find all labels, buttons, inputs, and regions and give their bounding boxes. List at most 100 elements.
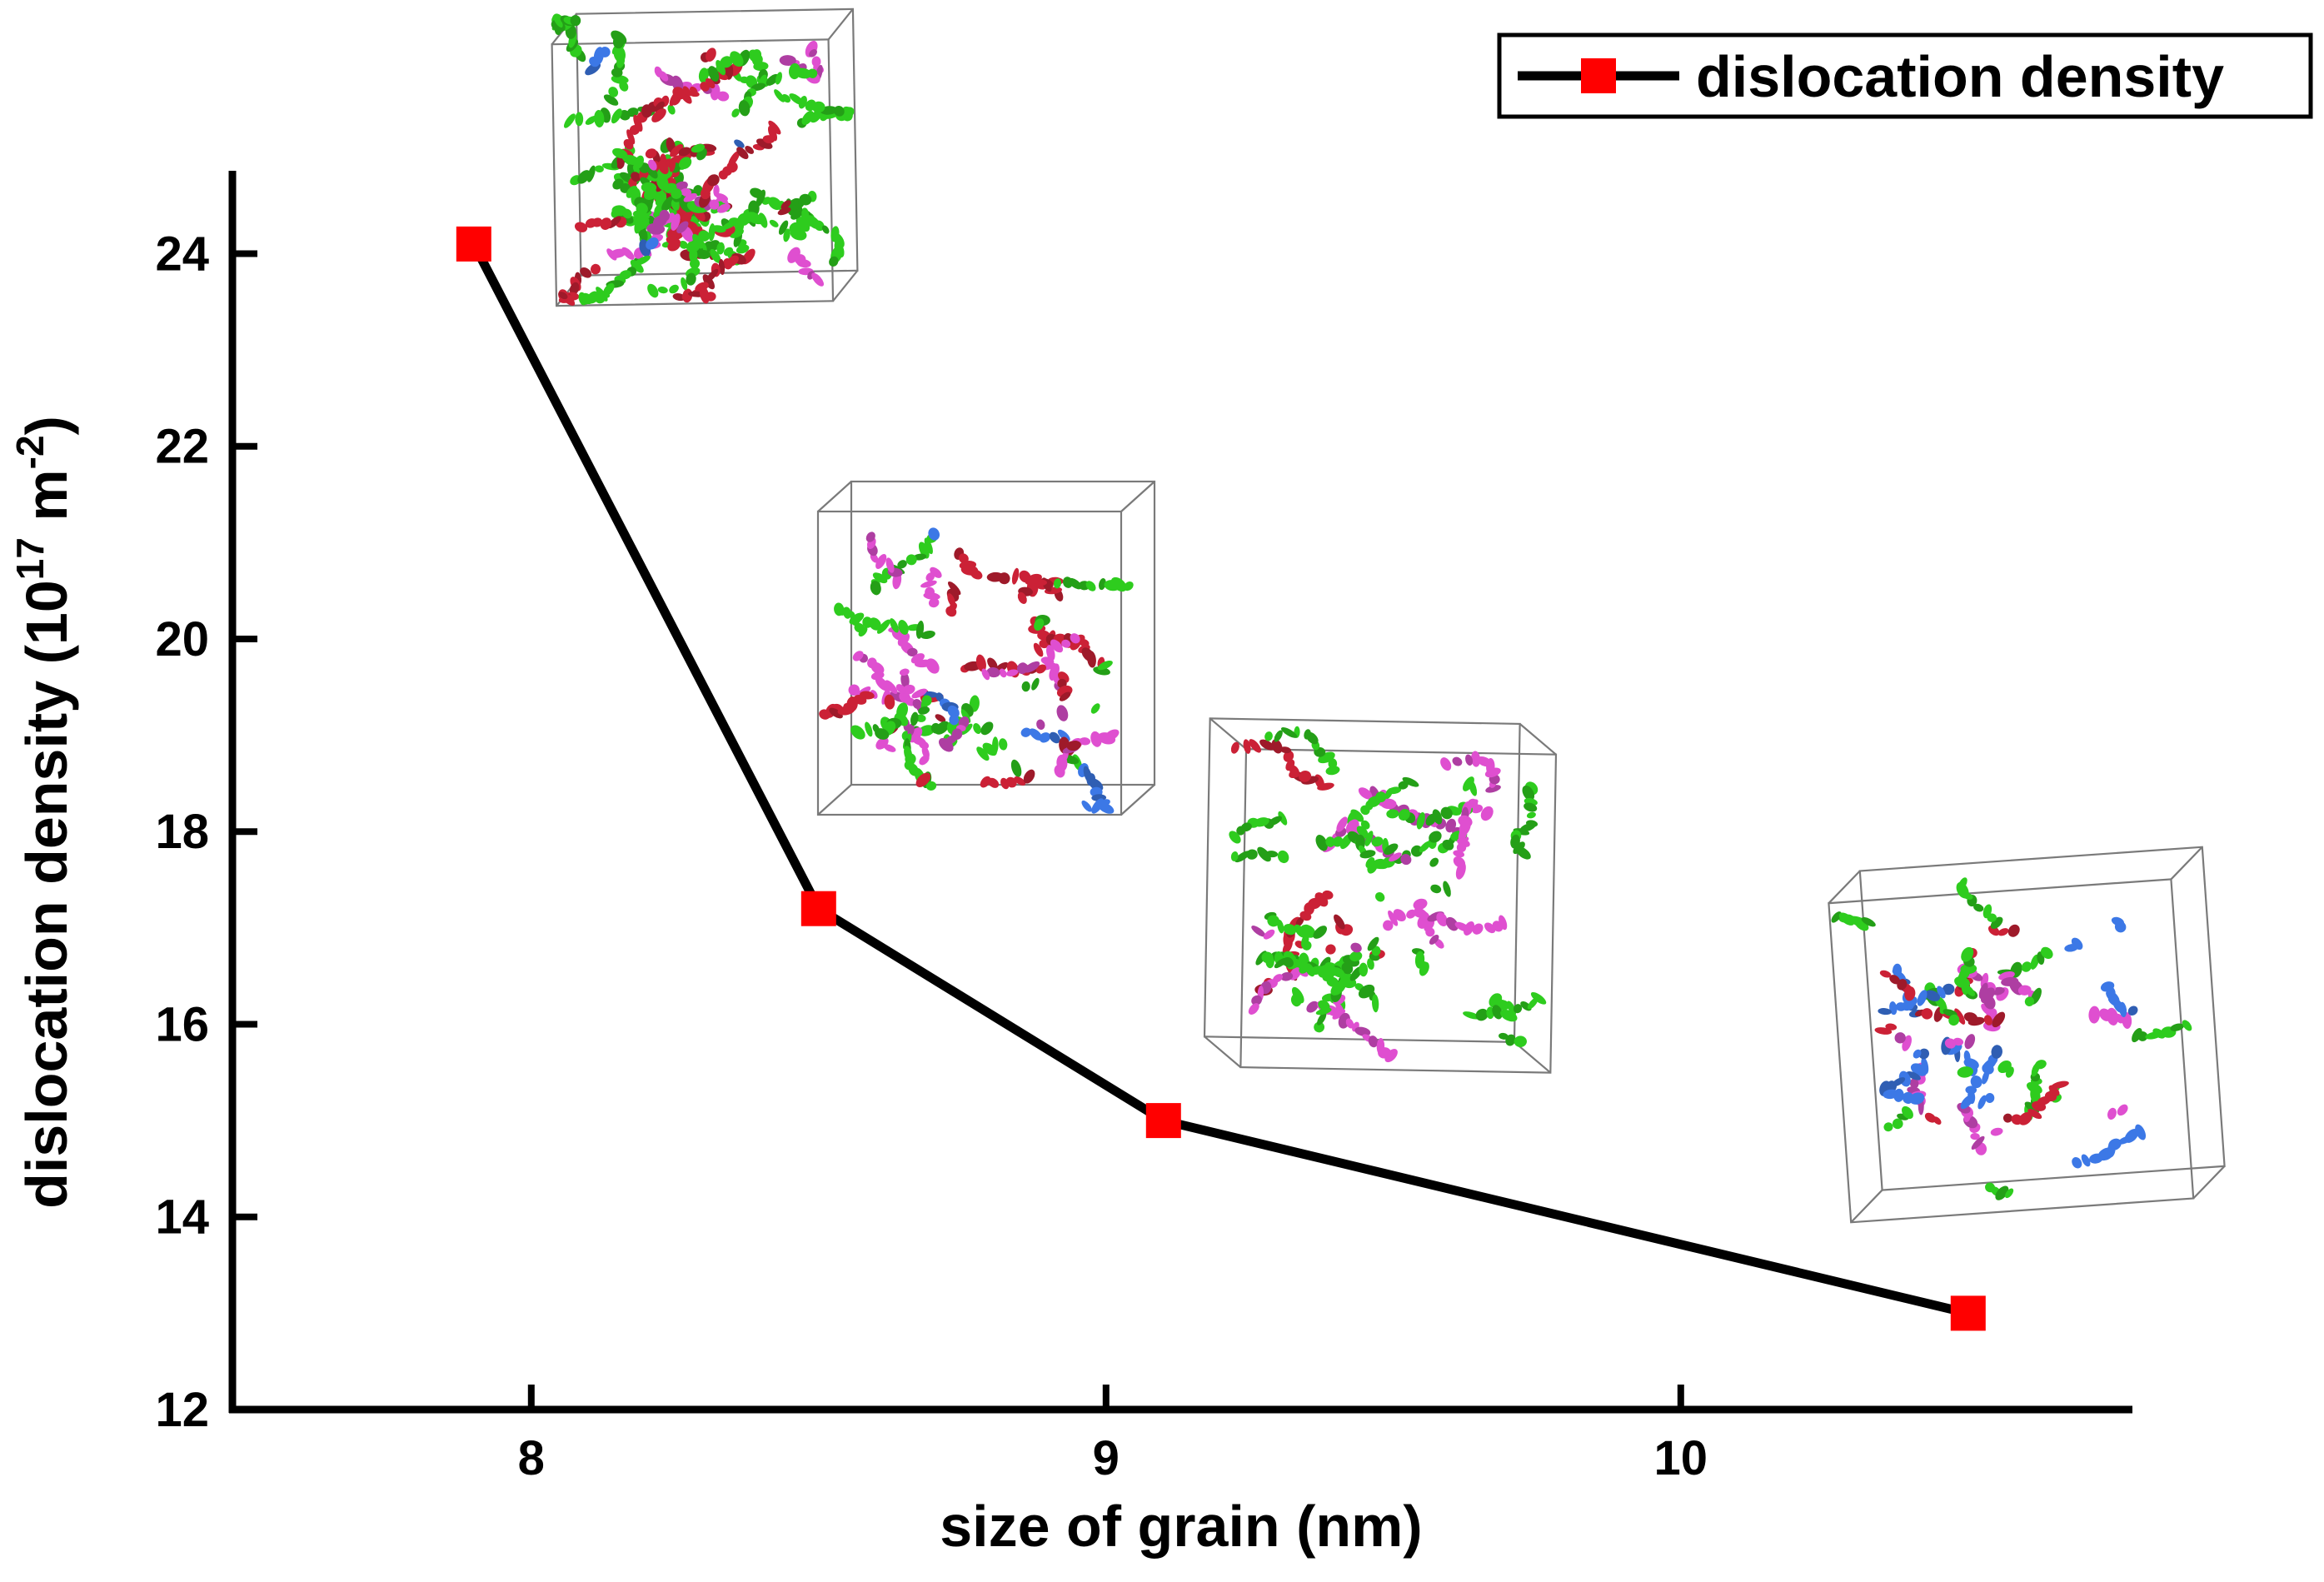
dislocation-segment-dot (2106, 990, 2120, 1004)
dislocation-segment-dot (1085, 581, 1096, 591)
dislocation-segment-dot (707, 174, 720, 187)
dislocation-segment-dot (1475, 1008, 1489, 1021)
dislocation-segment-dot (1526, 811, 1536, 819)
dislocation-segment-dot (585, 218, 597, 228)
dislocation-segment-dot (738, 100, 751, 117)
wireframe-box-face (1828, 878, 2195, 1224)
dislocation-segment-dot (1921, 1008, 1933, 1020)
dislocation-segment-dot (1388, 786, 1402, 795)
dislocation-segment-dot (795, 67, 812, 79)
dislocation-segment-dot (867, 657, 877, 669)
dislocation-segment-dot (692, 233, 704, 249)
dislocation-segment-dot (872, 572, 888, 584)
inset-simulation-box-4 (1828, 846, 2226, 1224)
dislocation-segment-dot (1271, 739, 1283, 754)
dislocation-segment-dot (1440, 806, 1453, 820)
dislocation-segment-dot (1285, 759, 1295, 771)
dislocation-segment-dot (1500, 1009, 1518, 1022)
dislocation-segment-dot (1365, 857, 1375, 868)
dislocation-segment-dot (591, 263, 601, 275)
dislocation-segment-dot (1358, 787, 1373, 800)
dislocation-segment-dot (1909, 1092, 1925, 1105)
dislocation-segment-dot (1977, 1095, 1987, 1110)
dislocation-segment-dot (1332, 1009, 1346, 1020)
dislocation-segment-dot (1277, 850, 1289, 864)
dislocation-segment-dot (661, 196, 675, 212)
legend: dislocation density (1497, 32, 2313, 119)
dislocation-segment-dot (2024, 996, 2035, 1006)
dislocation-segment-dot (631, 172, 641, 182)
dislocation-segment-dot (1299, 771, 1312, 782)
dislocation-segment-dot (999, 668, 1007, 678)
dislocation-segment-dot (746, 212, 762, 223)
dislocation-segment-dot (2137, 1031, 2148, 1041)
dislocation-segment-dot (1079, 737, 1091, 746)
dislocation-segment-dot (1982, 904, 1992, 919)
legend-marker-square (1581, 58, 1616, 93)
dislocation-segment-dot (1933, 1116, 1942, 1125)
wireframe-box-edge (832, 270, 859, 302)
dislocation-segment-dot (809, 49, 817, 57)
dislocation-segment-dot (920, 580, 937, 588)
dislocation-segment-dot (1978, 982, 1988, 999)
dislocation-segment-dot (796, 259, 811, 268)
dislocation-segment-dot (596, 287, 608, 302)
data-point-marker (456, 226, 491, 262)
dislocation-segment-dot (1251, 995, 1262, 1006)
dislocation-segment-dot (1384, 1049, 1398, 1063)
dislocation-segment-dot (647, 283, 659, 298)
dislocation-segment-dot (1005, 776, 1017, 788)
dislocation-segment-dot (918, 706, 930, 715)
dislocation-segment-dot (1290, 993, 1302, 1007)
dislocation-segment-dot (681, 277, 688, 291)
dislocation-segment-dot (2071, 937, 2083, 950)
dislocation-segment-dot (636, 202, 648, 215)
dislocation-segment-dot (1465, 754, 1474, 766)
dislocation-segment-dot (1942, 983, 1955, 996)
dislocation-segment-dot (869, 617, 881, 631)
dislocation-segment-dot (890, 618, 899, 633)
dislocation-segment-dot (574, 222, 588, 232)
dislocation-segment-dot (958, 553, 969, 564)
dislocation-segment-dot (1445, 818, 1457, 833)
y-tick-label: 22 (155, 420, 209, 474)
y-axis-label: dislocation density (1017 m-2) (8, 416, 79, 1209)
dislocation-segment-dot (777, 207, 791, 216)
dislocation-segment-dot (1402, 776, 1419, 787)
dislocation-segment-dot (819, 709, 830, 720)
dislocation-segment-dot (2170, 1023, 2184, 1031)
dislocation-segment-dot (1524, 802, 1538, 812)
y-tick-label: 16 (155, 997, 209, 1051)
dislocation-segment-dot (1019, 570, 1031, 583)
dislocation-segment-dot (988, 777, 1000, 788)
dislocation-segment-dot (626, 129, 636, 145)
dislocation-segment-dot (1336, 816, 1348, 832)
dislocation-segment-dot (805, 99, 816, 112)
dislocation-segment-dot (1963, 1050, 1971, 1063)
dislocation-segment-dot (1944, 1038, 1956, 1049)
dislocation-segment-dot (986, 667, 1000, 678)
dislocation-segment-dot (1295, 916, 1304, 927)
dislocation-segment-dot (1507, 1001, 1517, 1016)
dislocation-segment-dot (1452, 756, 1463, 766)
dislocation-segment-dot (564, 113, 576, 128)
legend-label: dislocation density (1696, 44, 2224, 109)
dislocation-segment-dot (1234, 851, 1250, 863)
y-axis-label-superscript-17: 17 (8, 537, 52, 580)
dislocation-segment-dot (928, 527, 940, 541)
dislocation-segment-dot (1443, 881, 1451, 897)
dislocation-segment-dot (875, 728, 890, 740)
dislocation-segment-dot (669, 92, 679, 107)
wireframe-box-edge (817, 481, 852, 512)
dislocation-segment-dot (991, 736, 999, 755)
dislocation-segment-dot (654, 66, 663, 77)
dislocation-segment-dot (700, 82, 710, 92)
dislocation-segment-dot (1029, 728, 1043, 741)
dislocation-segment-dot (1398, 781, 1409, 790)
data-point-marker (1145, 1103, 1181, 1139)
dislocation-segment-dot (1954, 1008, 1966, 1025)
dislocation-segment-dot (2005, 1066, 2014, 1078)
dislocation-segment-dot (711, 225, 726, 233)
dislocation-segment-dot (875, 676, 890, 691)
dislocation-segment-dot (709, 199, 720, 210)
